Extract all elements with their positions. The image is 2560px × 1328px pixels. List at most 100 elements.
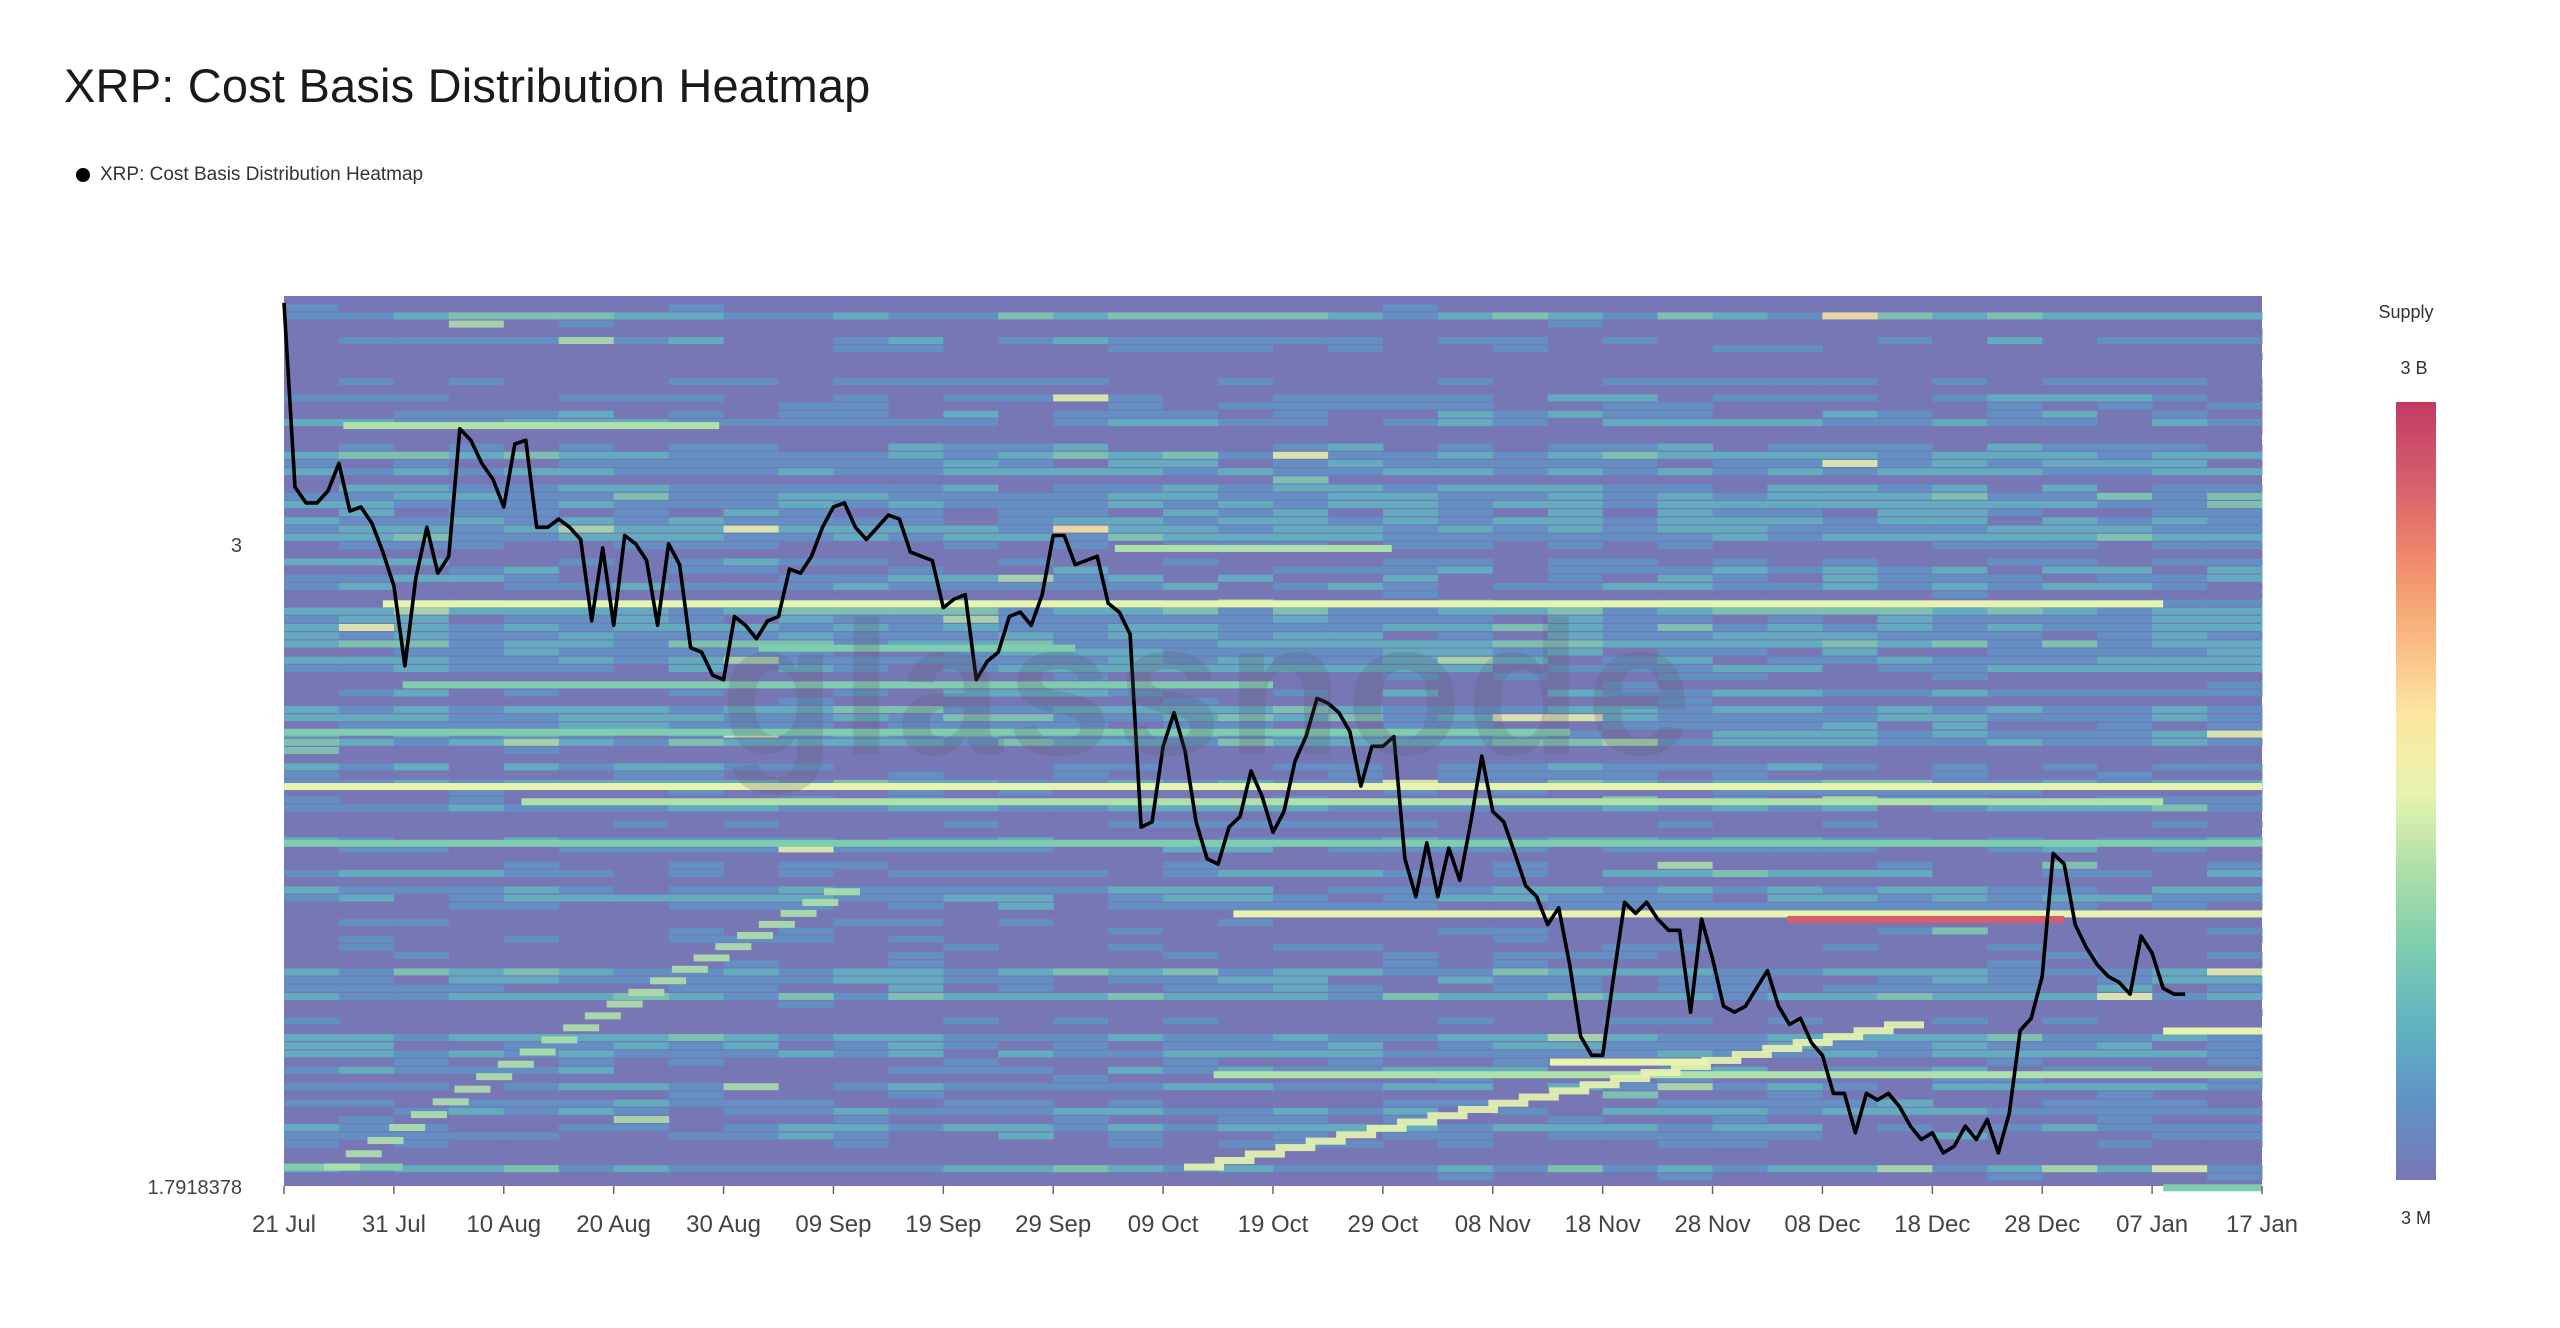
- heatmap-cell: [1602, 419, 1659, 426]
- heatmap-cell: [448, 1124, 505, 1132]
- heatmap-cell: [448, 886, 505, 894]
- heatmap-cell: [2152, 886, 2208, 894]
- heatmap-cell: [2042, 624, 2098, 631]
- heatmap-cell: [1547, 312, 1604, 320]
- heatmap-cell: [448, 369, 505, 377]
- heatmap-cell: [338, 656, 395, 664]
- heatmap-cell: [668, 1099, 725, 1107]
- heatmap-cell: [943, 1034, 999, 1041]
- heatmap-cell: [833, 976, 889, 984]
- heatmap-cell: [943, 312, 999, 320]
- heatmap-cell: [1108, 902, 1164, 910]
- heatmap-cell: [2042, 738, 2098, 746]
- heatmap-cell: [1712, 624, 1769, 631]
- heatmap-cell: [1382, 394, 1439, 402]
- heatmap-cell: [1602, 763, 1659, 771]
- heatmap-cell: [943, 984, 999, 992]
- heatmap-cell: [1382, 304, 1439, 312]
- heatmap-cell: [448, 583, 505, 590]
- heatmap-cell: [1163, 378, 1219, 385]
- heatmap-cell: [888, 689, 944, 697]
- heatmap-cell: [1382, 771, 1439, 779]
- heatmap-cell: [1492, 1107, 1549, 1115]
- heatmap-cell: [833, 566, 889, 574]
- heatmap-cell: [1822, 525, 1878, 533]
- heatmap-cell: [1382, 320, 1439, 328]
- heatmap-cell: [778, 394, 835, 402]
- heatmap-cell: [778, 542, 835, 549]
- heatmap-cell: [338, 870, 395, 877]
- heatmap-cell: [1218, 1116, 1274, 1123]
- heatmap-cell: [1218, 689, 1274, 697]
- heatmap-cell: [558, 902, 615, 910]
- heatmap-cell: [1932, 968, 1988, 976]
- heatmap-cell: [1273, 427, 1329, 435]
- heatmap-band: [1244, 1150, 1285, 1158]
- heatmap-cell: [1602, 484, 1659, 492]
- heatmap-cell: [668, 632, 725, 640]
- heatmap-cell: [1767, 320, 1824, 328]
- heatmap-cell: [778, 648, 835, 656]
- heatmap-cell: [503, 525, 560, 533]
- heatmap-cell: [393, 845, 450, 853]
- heatmap-cell: [2097, 1173, 2153, 1181]
- heatmap-cell: [2097, 861, 2153, 869]
- heatmap-cell: [833, 304, 889, 312]
- heatmap-cell: [1712, 1107, 1769, 1115]
- heatmap-cell: [1437, 820, 1494, 828]
- heatmap-cell: [1053, 738, 1109, 746]
- heatmap-cell: [1327, 443, 1384, 451]
- heatmap-cell: [723, 451, 780, 459]
- heatmap-cell: [1053, 435, 1109, 443]
- heatmap-cell: [1602, 492, 1659, 500]
- heatmap-cell: [1932, 591, 1988, 599]
- heatmap-cell: [2042, 984, 2098, 992]
- heatmap-cell: [2207, 722, 2263, 730]
- heatmap-cell: [1932, 566, 1988, 574]
- heatmap-cell: [1218, 656, 1274, 664]
- heatmap-cell: [668, 525, 725, 533]
- heatmap-cell: [558, 624, 615, 631]
- heatmap-cell: [833, 804, 889, 812]
- heatmap-cell: [393, 566, 450, 574]
- heatmap-cell: [1547, 468, 1604, 476]
- heatmap-cell: [998, 919, 1054, 927]
- heatmap-cell: [1327, 656, 1384, 664]
- heatmap-cell: [778, 706, 835, 713]
- heatmap-cell: [2207, 665, 2263, 672]
- heatmap-cell: [888, 738, 944, 746]
- heatmap-cell: [1877, 525, 1933, 533]
- heatmap-cell: [2152, 419, 2208, 426]
- heatmap-cell: [1602, 788, 1659, 795]
- heatmap-cell: [1767, 976, 1824, 984]
- heatmap-cell: [1877, 468, 1933, 476]
- heatmap-cell: [1987, 451, 2043, 459]
- heatmap-cell: [1547, 730, 1604, 738]
- heatmap-cell: [1492, 509, 1549, 517]
- heatmap-cell: [1053, 394, 1109, 402]
- heatmap-band: [758, 920, 795, 928]
- heatmap-cell: [1657, 632, 1714, 640]
- heatmap-cell: [338, 1132, 395, 1140]
- heatmap-cell: [1437, 1001, 1494, 1009]
- legend[interactable]: XRP: Cost Basis Distribution Heatmap: [76, 164, 423, 186]
- heatmap-cell: [1547, 886, 1604, 894]
- heatmap-cell: [613, 566, 670, 574]
- heatmap-cell: [998, 845, 1054, 853]
- heatmap-cell: [503, 738, 560, 746]
- heatmap-cell: [1273, 648, 1329, 656]
- heatmap-cell: [393, 378, 450, 385]
- heatmap-cell: [1657, 394, 1714, 402]
- heatmap-cell: [448, 509, 505, 517]
- heatmap-cell: [338, 935, 395, 943]
- heatmap-cell: [1657, 1066, 1714, 1074]
- heatmap-cell: [668, 583, 725, 590]
- heatmap-cell: [503, 763, 560, 771]
- heatmap-cell: [1547, 968, 1604, 976]
- heatmap-cell: [833, 665, 889, 672]
- heatmap-cell: [2207, 312, 2263, 320]
- heatmap-cell: [284, 1066, 340, 1074]
- heatmap-cell: [1437, 1083, 1494, 1091]
- heatmap-cell: [1822, 1083, 1878, 1091]
